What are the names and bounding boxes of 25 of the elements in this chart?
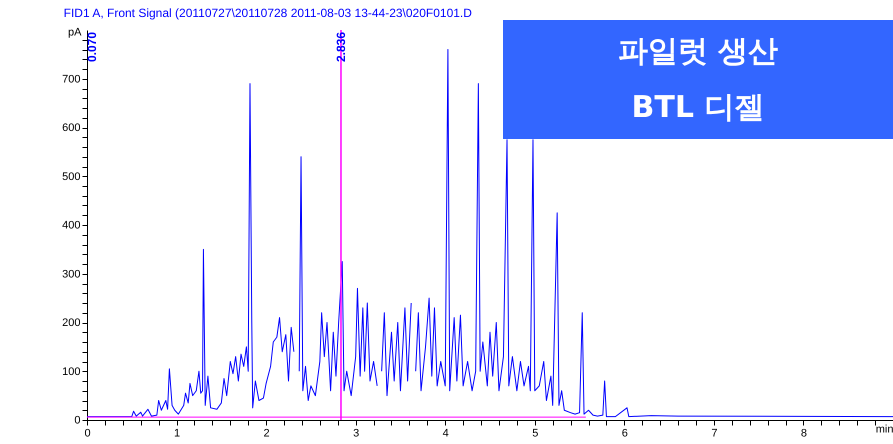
y-tick-label: 100 (62, 366, 80, 378)
y-axis-title: pA (68, 26, 82, 38)
chart-title: FID1 A, Front Signal (20110727\20110728 2011-08-03 13-44-23\020F0101.D (64, 6, 472, 20)
x-tick-label: 3 (353, 428, 360, 440)
ref-line-label: 2.836 (334, 32, 348, 62)
x-tick-label: 4 (442, 428, 449, 440)
y-tick-label: 400 (62, 220, 80, 232)
x-tick-label: 0 (84, 428, 91, 440)
x-tick-label: 8 (800, 428, 808, 440)
y-tick-label: 500 (62, 170, 80, 183)
y-tick-label: 700 (62, 73, 80, 86)
x-tick-label: 6 (622, 428, 628, 440)
x-axis-title: min (876, 424, 893, 436)
y-tick-label: 600 (62, 122, 80, 134)
x-tick-label: 1 (174, 428, 180, 440)
x-tick-label: 2 (264, 428, 270, 440)
x-tick-label: 7 (711, 428, 718, 440)
annotation: BTL 디젤 (632, 88, 764, 127)
text-banner: 파일럿 생산 BTL 디젤 (503, 20, 893, 139)
y-tick-label: 0 (74, 414, 80, 426)
annotation: 파일럿 생산 (618, 33, 778, 72)
y-tick-label: 200 (62, 317, 80, 329)
annotation: 0.070 (85, 32, 99, 62)
y-tick-label: 300 (62, 268, 80, 280)
x-tick-label: 5 (532, 428, 538, 440)
